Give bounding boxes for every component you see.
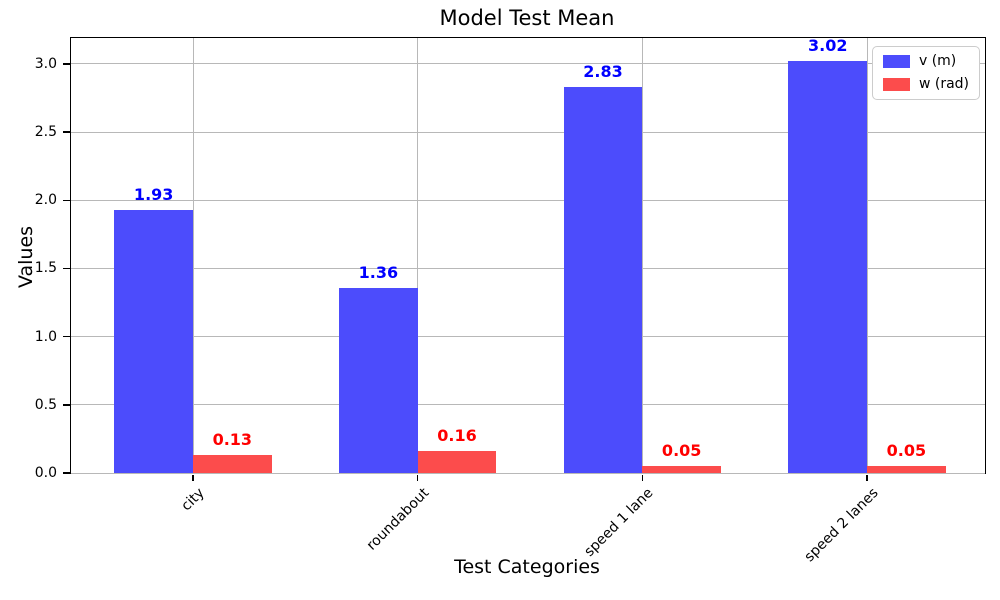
x-tick-label-2: speed 1 lane: [581, 485, 657, 560]
legend-label: w (rad): [918, 76, 969, 92]
x-tick-mark: [416, 474, 419, 481]
y-tick-mark: [62, 335, 70, 338]
y-tick-mark: [62, 267, 70, 270]
y-tick-label-2: 1.0: [34, 328, 57, 345]
gridline-horizontal: [71, 199, 985, 201]
x-tick-label-3: speed 2 lanes: [801, 485, 882, 566]
y-tick-mark: [62, 199, 70, 202]
plot-area: v (m) w (rad) 0.0 0.5 1.0 1.5 2.0 2.5 3.0 city ro…: [35, 36, 986, 565]
bar-vm-1: [339, 287, 418, 473]
y-tick-mark: [62, 472, 70, 474]
y-tick-mark: [62, 131, 70, 133]
gridline-vertical: [192, 38, 194, 473]
x-axis-label: Test Categories: [454, 556, 600, 578]
chart-title: Model Test Mean: [439, 6, 615, 30]
bar-wrad-3: [867, 466, 946, 473]
value-label-wrad-3: 0.05: [886, 441, 927, 461]
y-tick-mark: [62, 63, 70, 65]
value-label-wrad-1: 0.16: [437, 426, 477, 446]
x-tick-mark: [641, 474, 644, 481]
gridline-horizontal: [71, 472, 985, 474]
y-tick-label-3: 1.5: [34, 260, 57, 277]
gridline-horizontal: [71, 404, 985, 406]
y-tick-label-5: 2.5: [34, 124, 57, 141]
legend: v (m) w (rad): [871, 46, 980, 100]
x-tick-label-0: city: [178, 485, 208, 515]
x-tick-label-1: roundabout: [363, 485, 433, 554]
y-tick-label-4: 2.0: [34, 192, 57, 209]
y-tick-label-0: 0.0: [34, 465, 57, 481]
gridline-vertical: [641, 38, 643, 473]
legend-swatch-icon: [882, 78, 910, 91]
bar-wrad-0: [193, 455, 272, 473]
legend-label: v (m): [918, 53, 957, 69]
value-label-wrad-2: 0.05: [661, 441, 702, 461]
legend-swatch-icon: [882, 55, 910, 68]
bar-vm-0: [114, 209, 193, 473]
value-label-vm-1: 1.36: [358, 262, 399, 282]
value-label-vm-0: 1.93: [133, 184, 174, 204]
y-tick-label-6: 3.0: [34, 55, 57, 72]
y-tick-label-1: 0.5: [34, 396, 57, 413]
legend-item-0: v (m): [882, 53, 969, 69]
x-tick-mark: [192, 474, 194, 481]
gridline-horizontal: [71, 267, 985, 269]
value-label-vm-2: 2.83: [583, 62, 623, 82]
bar-vm-3: [788, 61, 868, 473]
x-tick-mark: [866, 474, 868, 481]
gridline-horizontal: [71, 63, 985, 65]
gridline-horizontal: [71, 336, 985, 338]
y-tick-mark: [62, 404, 70, 406]
gridline-horizontal: [71, 131, 985, 133]
value-label-wrad-0: 0.13: [212, 430, 253, 450]
y-axis-label: Values: [15, 225, 37, 289]
bar-wrad-1: [417, 451, 497, 473]
gridline-vertical: [417, 38, 419, 473]
bar-vm-2: [563, 87, 643, 473]
legend-item-1: w (rad): [882, 76, 969, 92]
value-label-vm-3: 3.02: [807, 36, 848, 56]
gridline-vertical: [866, 38, 868, 473]
bar-wrad-2: [642, 466, 721, 473]
